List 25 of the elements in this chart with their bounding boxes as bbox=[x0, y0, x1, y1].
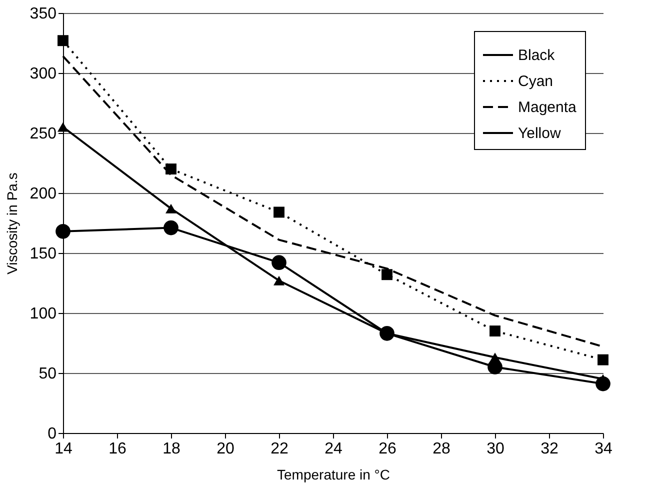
x-tick-label: 24 bbox=[324, 440, 342, 458]
y-tick-label: 300 bbox=[30, 66, 57, 82]
legend-label: Yellow bbox=[518, 125, 561, 142]
y-tick-label: 0 bbox=[48, 426, 57, 442]
x-tick-label: 28 bbox=[432, 440, 450, 458]
y-tick-label: 250 bbox=[30, 126, 57, 142]
x-tick-label: 30 bbox=[486, 440, 504, 458]
legend-label: Magenta bbox=[518, 99, 578, 116]
legend-label: Black bbox=[518, 47, 556, 64]
y-tick-label: 100 bbox=[30, 306, 57, 322]
x-tick-label: 18 bbox=[162, 440, 180, 458]
x-tick-label: 34 bbox=[594, 440, 612, 458]
y-tick-label: 50 bbox=[38, 366, 57, 382]
x-tick-label: 20 bbox=[216, 440, 234, 458]
x-tick-label: 16 bbox=[108, 440, 126, 458]
x-tick-label: 32 bbox=[540, 440, 558, 458]
x-tick-label: 14 bbox=[54, 440, 72, 458]
y-tick-label: 200 bbox=[30, 186, 57, 202]
x-axis-title: Temperature in °C bbox=[277, 466, 390, 482]
y-tick-label: 150 bbox=[30, 246, 57, 262]
legend-label: Cyan bbox=[518, 73, 554, 90]
x-tick-label: 26 bbox=[378, 440, 396, 458]
y-axis-title: Viscosity in Pa.s bbox=[4, 172, 20, 274]
y-tick-label: 350 bbox=[30, 6, 57, 22]
x-tick-label: 22 bbox=[270, 440, 288, 458]
